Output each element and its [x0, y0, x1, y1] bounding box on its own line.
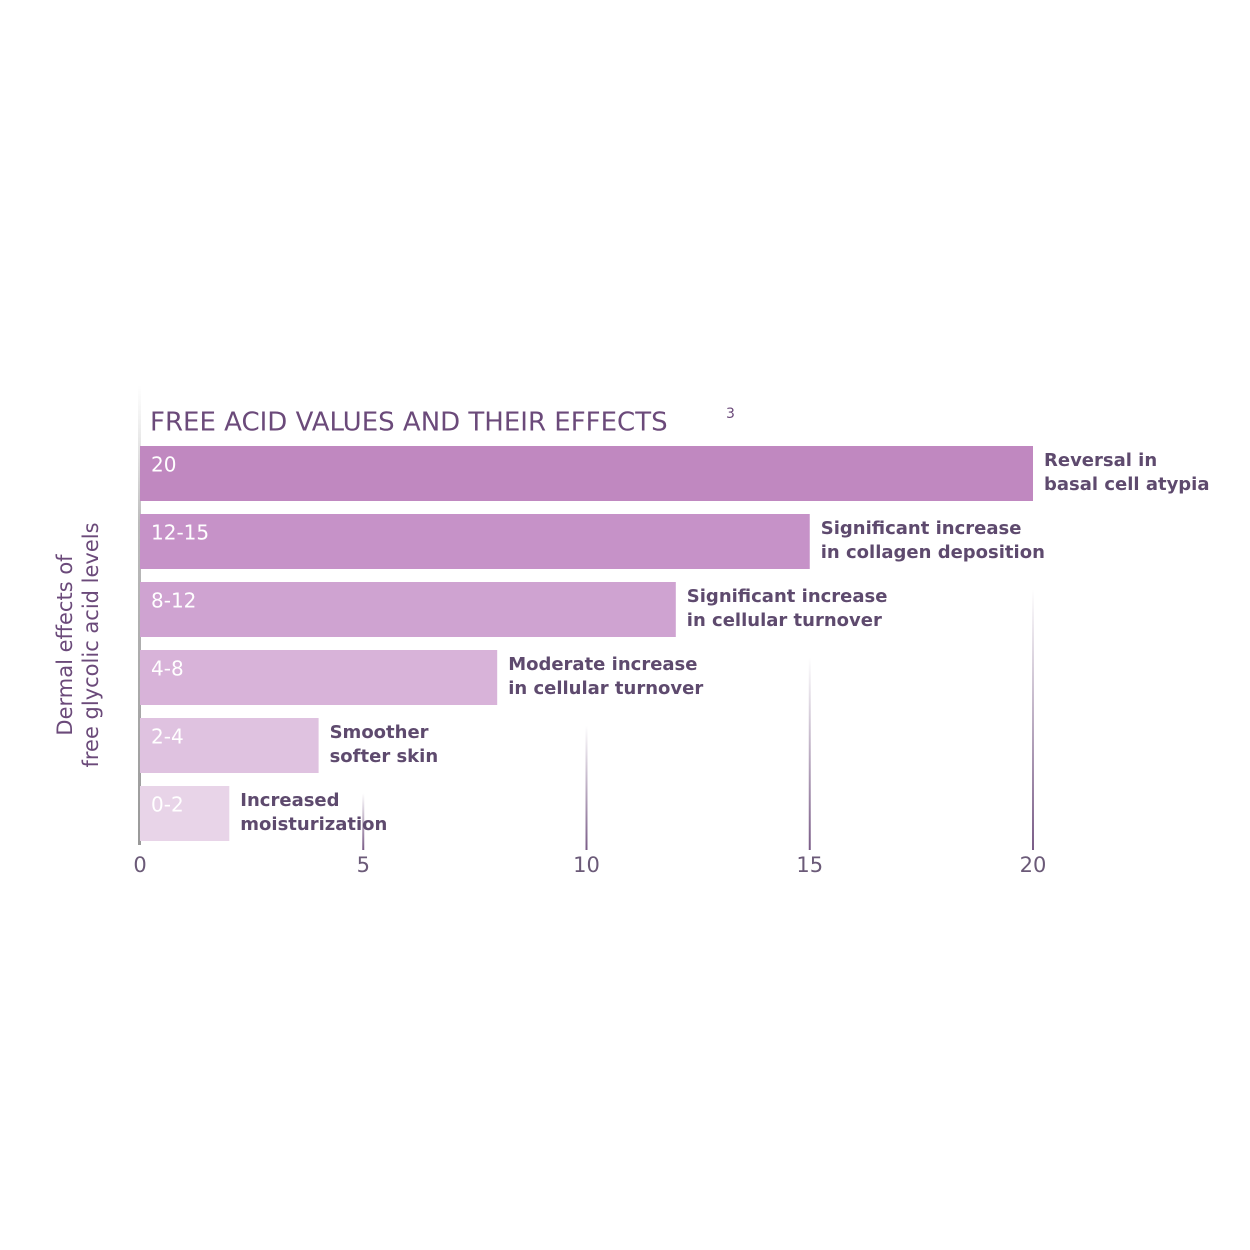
axis-line [138, 385, 141, 845]
y-label-line: Dermal effects of [53, 554, 77, 736]
effect-text: in collagen deposition [821, 542, 1045, 563]
x-tick-label: 20 [1020, 853, 1047, 877]
bar-label: 12-15 [151, 521, 209, 545]
bar [140, 786, 230, 841]
bar [140, 582, 676, 637]
effect-text: Significant increase [687, 586, 888, 607]
bar [140, 650, 498, 705]
effect-text: moisturization [240, 814, 387, 835]
y-label-line: free glycolic acid levels [79, 522, 103, 767]
title-footnote: 3 [726, 406, 735, 422]
y-label: Dermal effects of free glycolic acid lev… [53, 522, 103, 767]
grid-line [585, 725, 588, 850]
grid-line [808, 657, 811, 850]
bar-label: 20 [151, 453, 176, 477]
effect-text: Significant increase [821, 518, 1022, 539]
bar [140, 718, 319, 773]
x-tick-label: 15 [796, 853, 823, 877]
bar-label: 0-2 [151, 793, 184, 817]
effect-text: basal cell atypia [1044, 474, 1210, 495]
effect-text: Smoother [330, 722, 429, 743]
bar [140, 514, 810, 569]
bar [140, 446, 1033, 501]
effect-text: in cellular turnover [508, 678, 703, 699]
x-tick-label: 5 [357, 853, 370, 877]
effect-text: Increased [240, 790, 339, 811]
effect-text: Moderate increase [508, 654, 697, 675]
bar-label: 8-12 [151, 589, 196, 613]
x-tick-label: 10 [573, 853, 600, 877]
effect-text: in cellular turnover [687, 610, 882, 631]
grid-line [1032, 589, 1034, 850]
effect-text: softer skin [330, 746, 439, 767]
chart-title: FREE ACID VALUES AND THEIR EFFECTS [150, 408, 668, 438]
effect-text: Reversal in [1044, 450, 1157, 471]
bar-label: 4-8 [151, 657, 184, 681]
grid-line [362, 793, 365, 850]
x-tick-label: 0 [133, 853, 146, 877]
bar-label: 2-4 [151, 725, 184, 749]
